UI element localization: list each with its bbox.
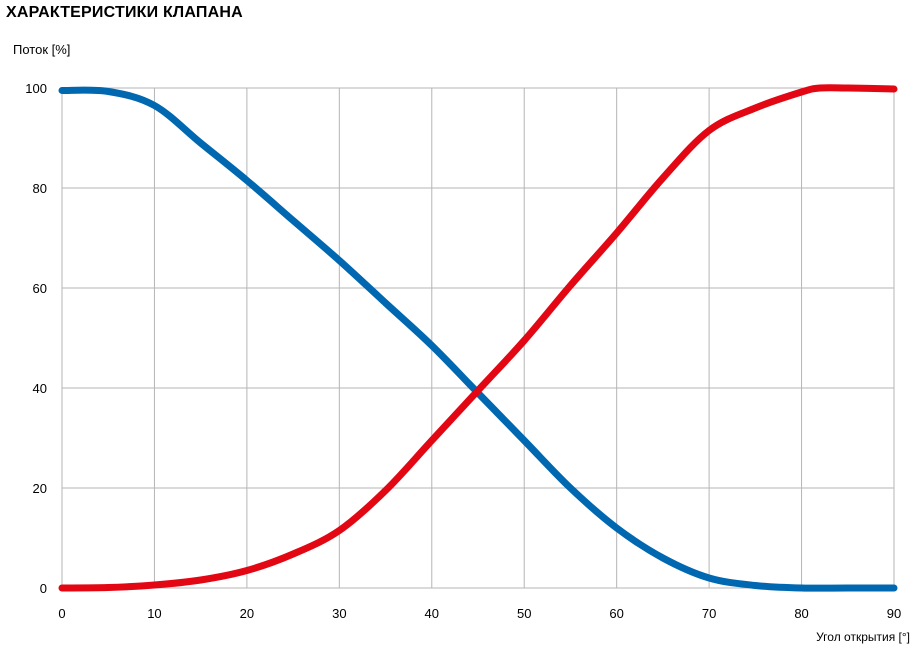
x-tick-label-60: 60 [609, 606, 623, 621]
x-tick-label-70: 70 [702, 606, 716, 621]
y-tick-label-20: 20 [33, 481, 47, 496]
x-tick-label-90: 90 [887, 606, 901, 621]
x-tick-label-40: 40 [425, 606, 439, 621]
grid [61, 87, 895, 589]
y-tick-label-100: 100 [25, 81, 47, 96]
x-tick-label-10: 10 [147, 606, 161, 621]
series-lines [58, 84, 898, 592]
series-line-red [58, 84, 898, 592]
y-tick-label-40: 40 [33, 381, 47, 396]
x-tick-label-80: 80 [794, 606, 808, 621]
chart-title: ХАРАКТЕРИСТИКИ КЛАПАНА [6, 4, 243, 21]
x-tick-label-0: 0 [58, 606, 65, 621]
y-tick-label-80: 80 [33, 181, 47, 196]
series-line-blue [58, 86, 898, 592]
x-axis-label: Угол открытия [°] [816, 630, 910, 644]
tick-labels: 0 10 20 30 40 50 60 70 80 90 0 20 40 60 80 100 [25, 81, 901, 621]
y-tick-label-60: 60 [33, 281, 47, 296]
x-tick-label-30: 30 [332, 606, 346, 621]
y-axis-label: Поток [%] [13, 42, 71, 57]
x-tick-label-50: 50 [517, 606, 531, 621]
y-tick-label-0: 0 [40, 581, 47, 596]
x-tick-label-20: 20 [240, 606, 254, 621]
